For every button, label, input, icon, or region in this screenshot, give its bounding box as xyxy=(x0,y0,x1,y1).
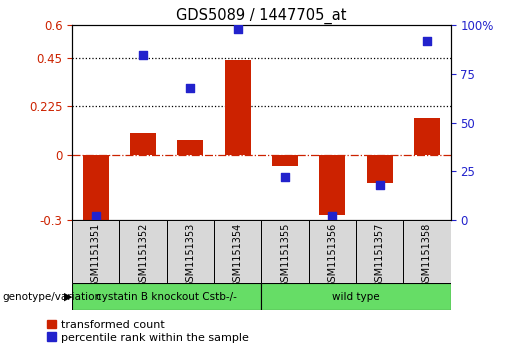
Point xyxy=(139,52,147,57)
Title: GDS5089 / 1447705_at: GDS5089 / 1447705_at xyxy=(176,8,347,24)
Bar xyxy=(356,220,403,283)
Point xyxy=(186,85,195,90)
Text: genotype/variation: genotype/variation xyxy=(3,292,101,302)
Bar xyxy=(367,155,392,183)
Bar xyxy=(319,155,346,215)
Text: GSM1151353: GSM1151353 xyxy=(185,223,195,288)
Bar xyxy=(261,220,308,283)
Text: cystatin B knockout Cstb-/-: cystatin B knockout Cstb-/- xyxy=(96,292,237,302)
Text: GSM1151351: GSM1151351 xyxy=(91,223,101,288)
Point xyxy=(281,174,289,180)
Bar xyxy=(261,283,451,310)
Bar xyxy=(414,118,440,155)
Text: wild type: wild type xyxy=(332,292,380,302)
Text: GSM1151355: GSM1151355 xyxy=(280,223,290,288)
Text: GSM1151358: GSM1151358 xyxy=(422,223,432,288)
Point xyxy=(423,38,431,44)
Point xyxy=(375,182,384,188)
Bar xyxy=(83,155,109,224)
Text: GSM1151352: GSM1151352 xyxy=(138,223,148,288)
Point xyxy=(328,213,336,219)
Bar xyxy=(177,140,203,155)
Bar xyxy=(214,220,261,283)
Bar xyxy=(403,220,451,283)
Point xyxy=(234,26,242,32)
Bar xyxy=(308,220,356,283)
Text: GSM1151354: GSM1151354 xyxy=(233,223,243,288)
Bar xyxy=(225,60,251,155)
Legend: transformed count, percentile rank within the sample: transformed count, percentile rank withi… xyxy=(47,319,249,343)
Point xyxy=(92,213,100,219)
Bar xyxy=(72,220,119,283)
Bar xyxy=(119,220,167,283)
Text: GSM1151357: GSM1151357 xyxy=(374,223,385,288)
Bar xyxy=(130,133,156,155)
Text: GSM1151356: GSM1151356 xyxy=(328,223,337,288)
Bar xyxy=(72,283,261,310)
Text: ▶: ▶ xyxy=(64,292,73,302)
Bar xyxy=(272,155,298,166)
Bar xyxy=(167,220,214,283)
